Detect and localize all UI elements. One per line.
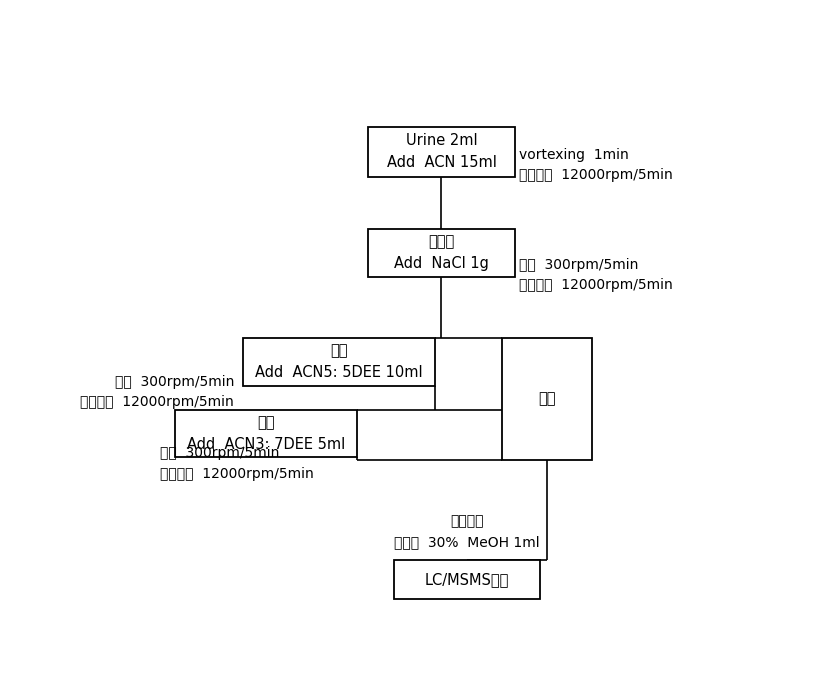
Text: 감압농축
재용해  30%  MeOH 1ml: 감압농축 재용해 30% MeOH 1ml xyxy=(394,515,540,549)
Text: 하층
Add  ACN3: 7DEE 5ml: 하층 Add ACN3: 7DEE 5ml xyxy=(187,415,345,452)
Text: 진탕  300rpm/5min
원심분리  12000rpm/5min: 진탕 300rpm/5min 원심분리 12000rpm/5min xyxy=(161,446,314,481)
FancyBboxPatch shape xyxy=(368,127,515,177)
Text: 상층액
Add  NaCl 1g: 상층액 Add NaCl 1g xyxy=(394,234,489,271)
FancyBboxPatch shape xyxy=(394,560,541,600)
Text: vortexing  1min
원심분리  12000rpm/5min: vortexing 1min 원심분리 12000rpm/5min xyxy=(519,148,673,182)
FancyBboxPatch shape xyxy=(502,338,592,460)
Text: 진탕  300rpm/5min
원심분리  12000rpm/5min: 진탕 300rpm/5min 원심분리 12000rpm/5min xyxy=(80,375,234,409)
FancyBboxPatch shape xyxy=(368,229,515,277)
Text: 진탕  300rpm/5min
원심분리  12000rpm/5min: 진탕 300rpm/5min 원심분리 12000rpm/5min xyxy=(519,258,673,293)
FancyBboxPatch shape xyxy=(175,410,357,457)
FancyBboxPatch shape xyxy=(244,338,435,386)
Text: Urine 2ml
Add  ACN 15ml: Urine 2ml Add ACN 15ml xyxy=(386,133,496,170)
Text: 상층: 상층 xyxy=(538,391,555,406)
Text: LC/MSMS분석: LC/MSMS분석 xyxy=(425,572,509,587)
Text: 하층
Add  ACN5: 5DEE 10ml: 하층 Add ACN5: 5DEE 10ml xyxy=(255,343,423,380)
